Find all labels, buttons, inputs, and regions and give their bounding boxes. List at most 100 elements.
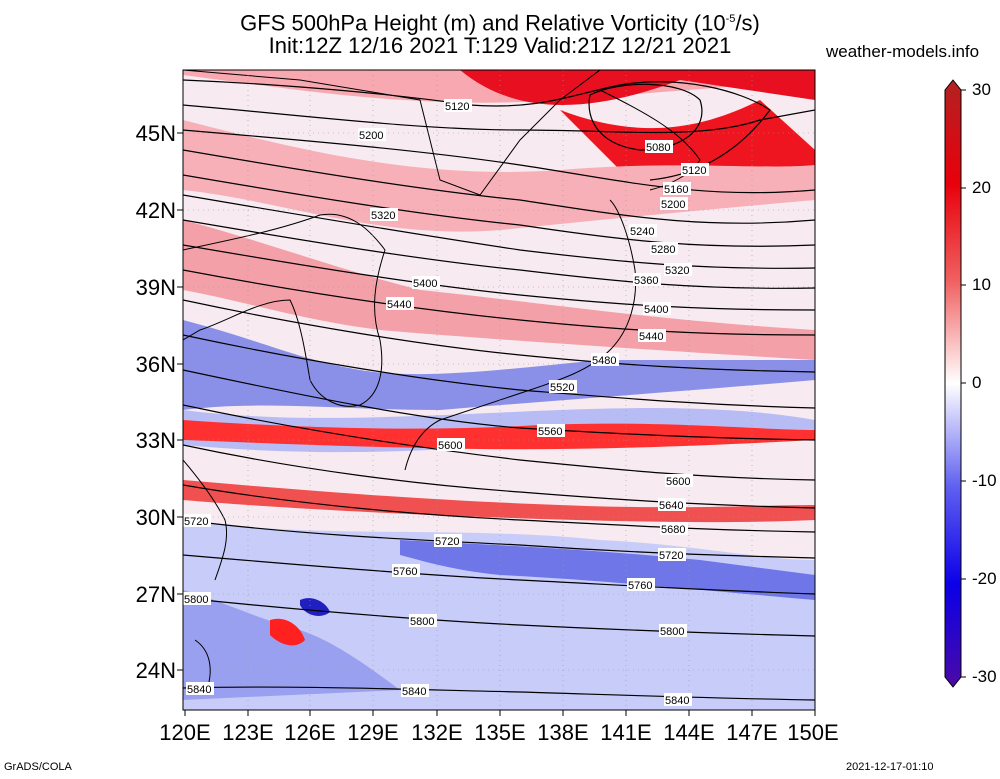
svg-text:5640: 5640 bbox=[659, 500, 683, 512]
svg-text:5280: 5280 bbox=[651, 244, 675, 256]
contour-label: 5800 bbox=[409, 614, 437, 628]
svg-text:5720: 5720 bbox=[659, 550, 683, 562]
svg-text:5800: 5800 bbox=[184, 594, 208, 606]
contour-label: 5440 bbox=[386, 297, 414, 311]
svg-text:5400: 5400 bbox=[644, 304, 668, 316]
contour-label: 5440 bbox=[638, 329, 666, 343]
contour-label: 5120 bbox=[444, 99, 472, 113]
contour-label: 5320 bbox=[370, 208, 398, 222]
lon-label: 141E bbox=[600, 720, 652, 745]
svg-text:5840: 5840 bbox=[187, 684, 211, 696]
lat-label: 36N bbox=[135, 352, 176, 377]
colorbar-label: 10 bbox=[972, 275, 991, 294]
contour-label: 5480 bbox=[591, 353, 619, 367]
contour-label: 5680 bbox=[660, 522, 688, 536]
contour-label: 5600 bbox=[437, 438, 465, 452]
plot-frame bbox=[182, 69, 816, 711]
height-contours bbox=[183, 79, 815, 701]
contour-label: 5200 bbox=[660, 197, 688, 211]
contour-5480 bbox=[183, 299, 815, 373]
contour-5640 bbox=[183, 444, 815, 509]
lat-label: 30N bbox=[135, 505, 176, 530]
contour-5160 bbox=[183, 104, 815, 134]
svg-text:5120: 5120 bbox=[682, 165, 706, 177]
svg-text:5480: 5480 bbox=[592, 355, 616, 367]
svg-text:5320: 5320 bbox=[371, 210, 395, 222]
lon-label: 129E bbox=[347, 720, 399, 745]
contour-5840 bbox=[183, 686, 815, 701]
svg-text:5320: 5320 bbox=[665, 265, 689, 277]
contour-label: 5760 bbox=[627, 578, 655, 592]
contour-label: 5720 bbox=[434, 534, 462, 548]
contour-label: 5200 bbox=[358, 128, 386, 142]
contour-label: 5080 bbox=[645, 140, 673, 154]
contour-label: 5840 bbox=[186, 682, 214, 696]
contour-label: 5560 bbox=[537, 424, 565, 438]
lat-label: 33N bbox=[135, 428, 176, 453]
svg-text:5360: 5360 bbox=[634, 275, 658, 287]
svg-text:5080: 5080 bbox=[646, 142, 670, 154]
contour-5120 bbox=[183, 79, 771, 181]
contour-5760 bbox=[183, 554, 815, 595]
svg-text:5600: 5600 bbox=[666, 476, 690, 488]
colorbar-ticks bbox=[961, 89, 966, 678]
svg-text:5760: 5760 bbox=[628, 580, 652, 592]
contour-5800 bbox=[183, 597, 815, 637]
svg-text:5800: 5800 bbox=[660, 626, 684, 638]
axis-ticks bbox=[177, 132, 816, 716]
lat-label: 24N bbox=[135, 658, 176, 683]
contour-5200 bbox=[183, 129, 815, 194]
contour-label: 5240 bbox=[629, 224, 657, 238]
contour-label: 5400 bbox=[643, 302, 671, 316]
contour-label: 5360 bbox=[633, 273, 661, 287]
site-watermark: weather-models.info bbox=[826, 42, 980, 61]
contour-label: 5280 bbox=[650, 242, 678, 256]
svg-text:5560: 5560 bbox=[538, 426, 562, 438]
lon-label: 132E bbox=[411, 720, 463, 745]
footer-software: GrADS/COLA bbox=[4, 761, 72, 773]
colorbar bbox=[944, 79, 966, 688]
svg-text:5600: 5600 bbox=[438, 440, 462, 452]
contour-5520 bbox=[183, 334, 815, 409]
colorbar-bar bbox=[944, 79, 962, 688]
svg-text:5760: 5760 bbox=[393, 566, 417, 578]
lon-label: 147E bbox=[726, 720, 778, 745]
lat-label: 45N bbox=[135, 121, 176, 146]
contour-label: 5800 bbox=[659, 624, 687, 638]
contour-5600 bbox=[183, 404, 815, 481]
colorbar-label: 30 bbox=[972, 80, 991, 99]
contour-5720 bbox=[183, 519, 815, 559]
svg-text:5840: 5840 bbox=[665, 695, 689, 707]
contour-label: 5800 bbox=[183, 592, 211, 606]
contour-label: 5520 bbox=[549, 380, 577, 394]
contour-label: 5840 bbox=[664, 693, 692, 707]
chart-subtitle: Init:12Z 12/16 2021 T:129 Valid:21Z 12/2… bbox=[268, 33, 732, 58]
contour-label: 5120 bbox=[681, 163, 709, 177]
title-unit: /s) bbox=[735, 10, 760, 36]
svg-text:5520: 5520 bbox=[550, 382, 574, 394]
lon-label: 135E bbox=[474, 720, 526, 745]
colorbar-label: 0 bbox=[972, 373, 982, 392]
lon-label: 120E bbox=[159, 720, 211, 745]
lon-label: 123E bbox=[222, 720, 274, 745]
colorbar-label: -20 bbox=[972, 569, 997, 588]
contour-labels: 5080 5120 5160 5200 5240 5280 5320 5360 … bbox=[183, 99, 709, 707]
lat-label: 27N bbox=[135, 582, 176, 607]
svg-text:5440: 5440 bbox=[639, 331, 663, 343]
lon-label: 150E bbox=[787, 720, 839, 745]
colorbar-label: -10 bbox=[972, 471, 997, 490]
svg-text:5120: 5120 bbox=[445, 101, 469, 113]
svg-text:5160: 5160 bbox=[664, 184, 688, 196]
lat-label: 42N bbox=[135, 198, 176, 223]
svg-text:5800: 5800 bbox=[410, 616, 434, 628]
svg-text:5400: 5400 bbox=[413, 278, 437, 290]
title-main: GFS 500hPa Height (m) and Relative Vorti… bbox=[240, 10, 726, 36]
contour-label: 5840 bbox=[401, 684, 429, 698]
contour-label: 5160 bbox=[663, 182, 691, 196]
lon-label: 144E bbox=[663, 720, 715, 745]
contour-label: 5720 bbox=[658, 548, 686, 562]
title-exponent: -5 bbox=[725, 13, 736, 25]
contour-label: 5640 bbox=[658, 498, 686, 512]
contour-5680 bbox=[183, 484, 815, 533]
